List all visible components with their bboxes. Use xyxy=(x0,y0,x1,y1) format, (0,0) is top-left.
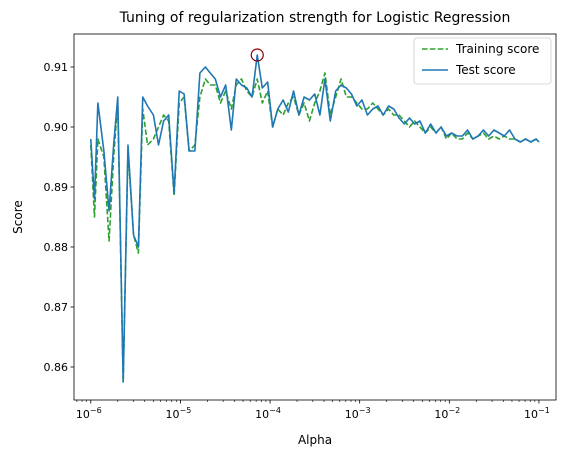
y-tick-label: 0.91 xyxy=(44,61,69,74)
series-layer xyxy=(89,54,540,383)
series-line-0 xyxy=(89,72,540,383)
x-tick-label: 10−5 xyxy=(166,406,192,421)
y-tick-label: 0.89 xyxy=(44,181,69,194)
legend-label: Training score xyxy=(455,42,539,56)
x-tick-base: 10 xyxy=(345,408,359,421)
y-tick-label: 0.87 xyxy=(44,301,69,314)
x-tick-exponent: −2 xyxy=(448,406,460,415)
x-tick-label: 10−4 xyxy=(255,406,281,421)
x-tick-label: 10−3 xyxy=(345,406,371,421)
legend: Training score Test score xyxy=(413,37,552,85)
x-tick-exponent: −1 xyxy=(538,406,550,415)
x-tick-exponent: −4 xyxy=(269,406,281,415)
x-tick-exponent: −3 xyxy=(359,406,371,415)
x-tick-base: 10 xyxy=(524,408,538,421)
y-axis: 0.86 0.87 0.88 0.89 0.90 0.91 xyxy=(44,61,74,374)
x-tick-base: 10 xyxy=(434,408,448,421)
x-tick-exponent: −5 xyxy=(180,406,192,415)
x-tick-base: 10 xyxy=(76,408,90,421)
series-line-1 xyxy=(89,54,540,383)
chart-title: Tuning of regularization strength for Lo… xyxy=(119,10,511,26)
y-axis-label: Score xyxy=(11,200,25,234)
x-tick-exponent: −6 xyxy=(90,406,102,415)
legend-box xyxy=(413,37,552,85)
x-tick-base: 10 xyxy=(166,408,180,421)
x-tick-base: 10 xyxy=(255,408,269,421)
x-tick-label: 10−6 xyxy=(76,406,102,421)
y-tick-label: 0.86 xyxy=(44,361,69,374)
x-tick-label: 10−1 xyxy=(524,406,550,421)
legend-label: Test score xyxy=(455,63,516,77)
best-score-marker xyxy=(250,48,264,62)
plot-area-frame xyxy=(73,33,557,401)
x-tick-label: 10−2 xyxy=(434,406,460,421)
y-tick-label: 0.88 xyxy=(44,241,69,254)
y-tick-label: 0.90 xyxy=(44,121,69,134)
x-axis-label: Alpha xyxy=(298,433,332,447)
x-axis: 10−6 10−5 10−4 10−3 10−2 10−1 xyxy=(76,400,550,421)
